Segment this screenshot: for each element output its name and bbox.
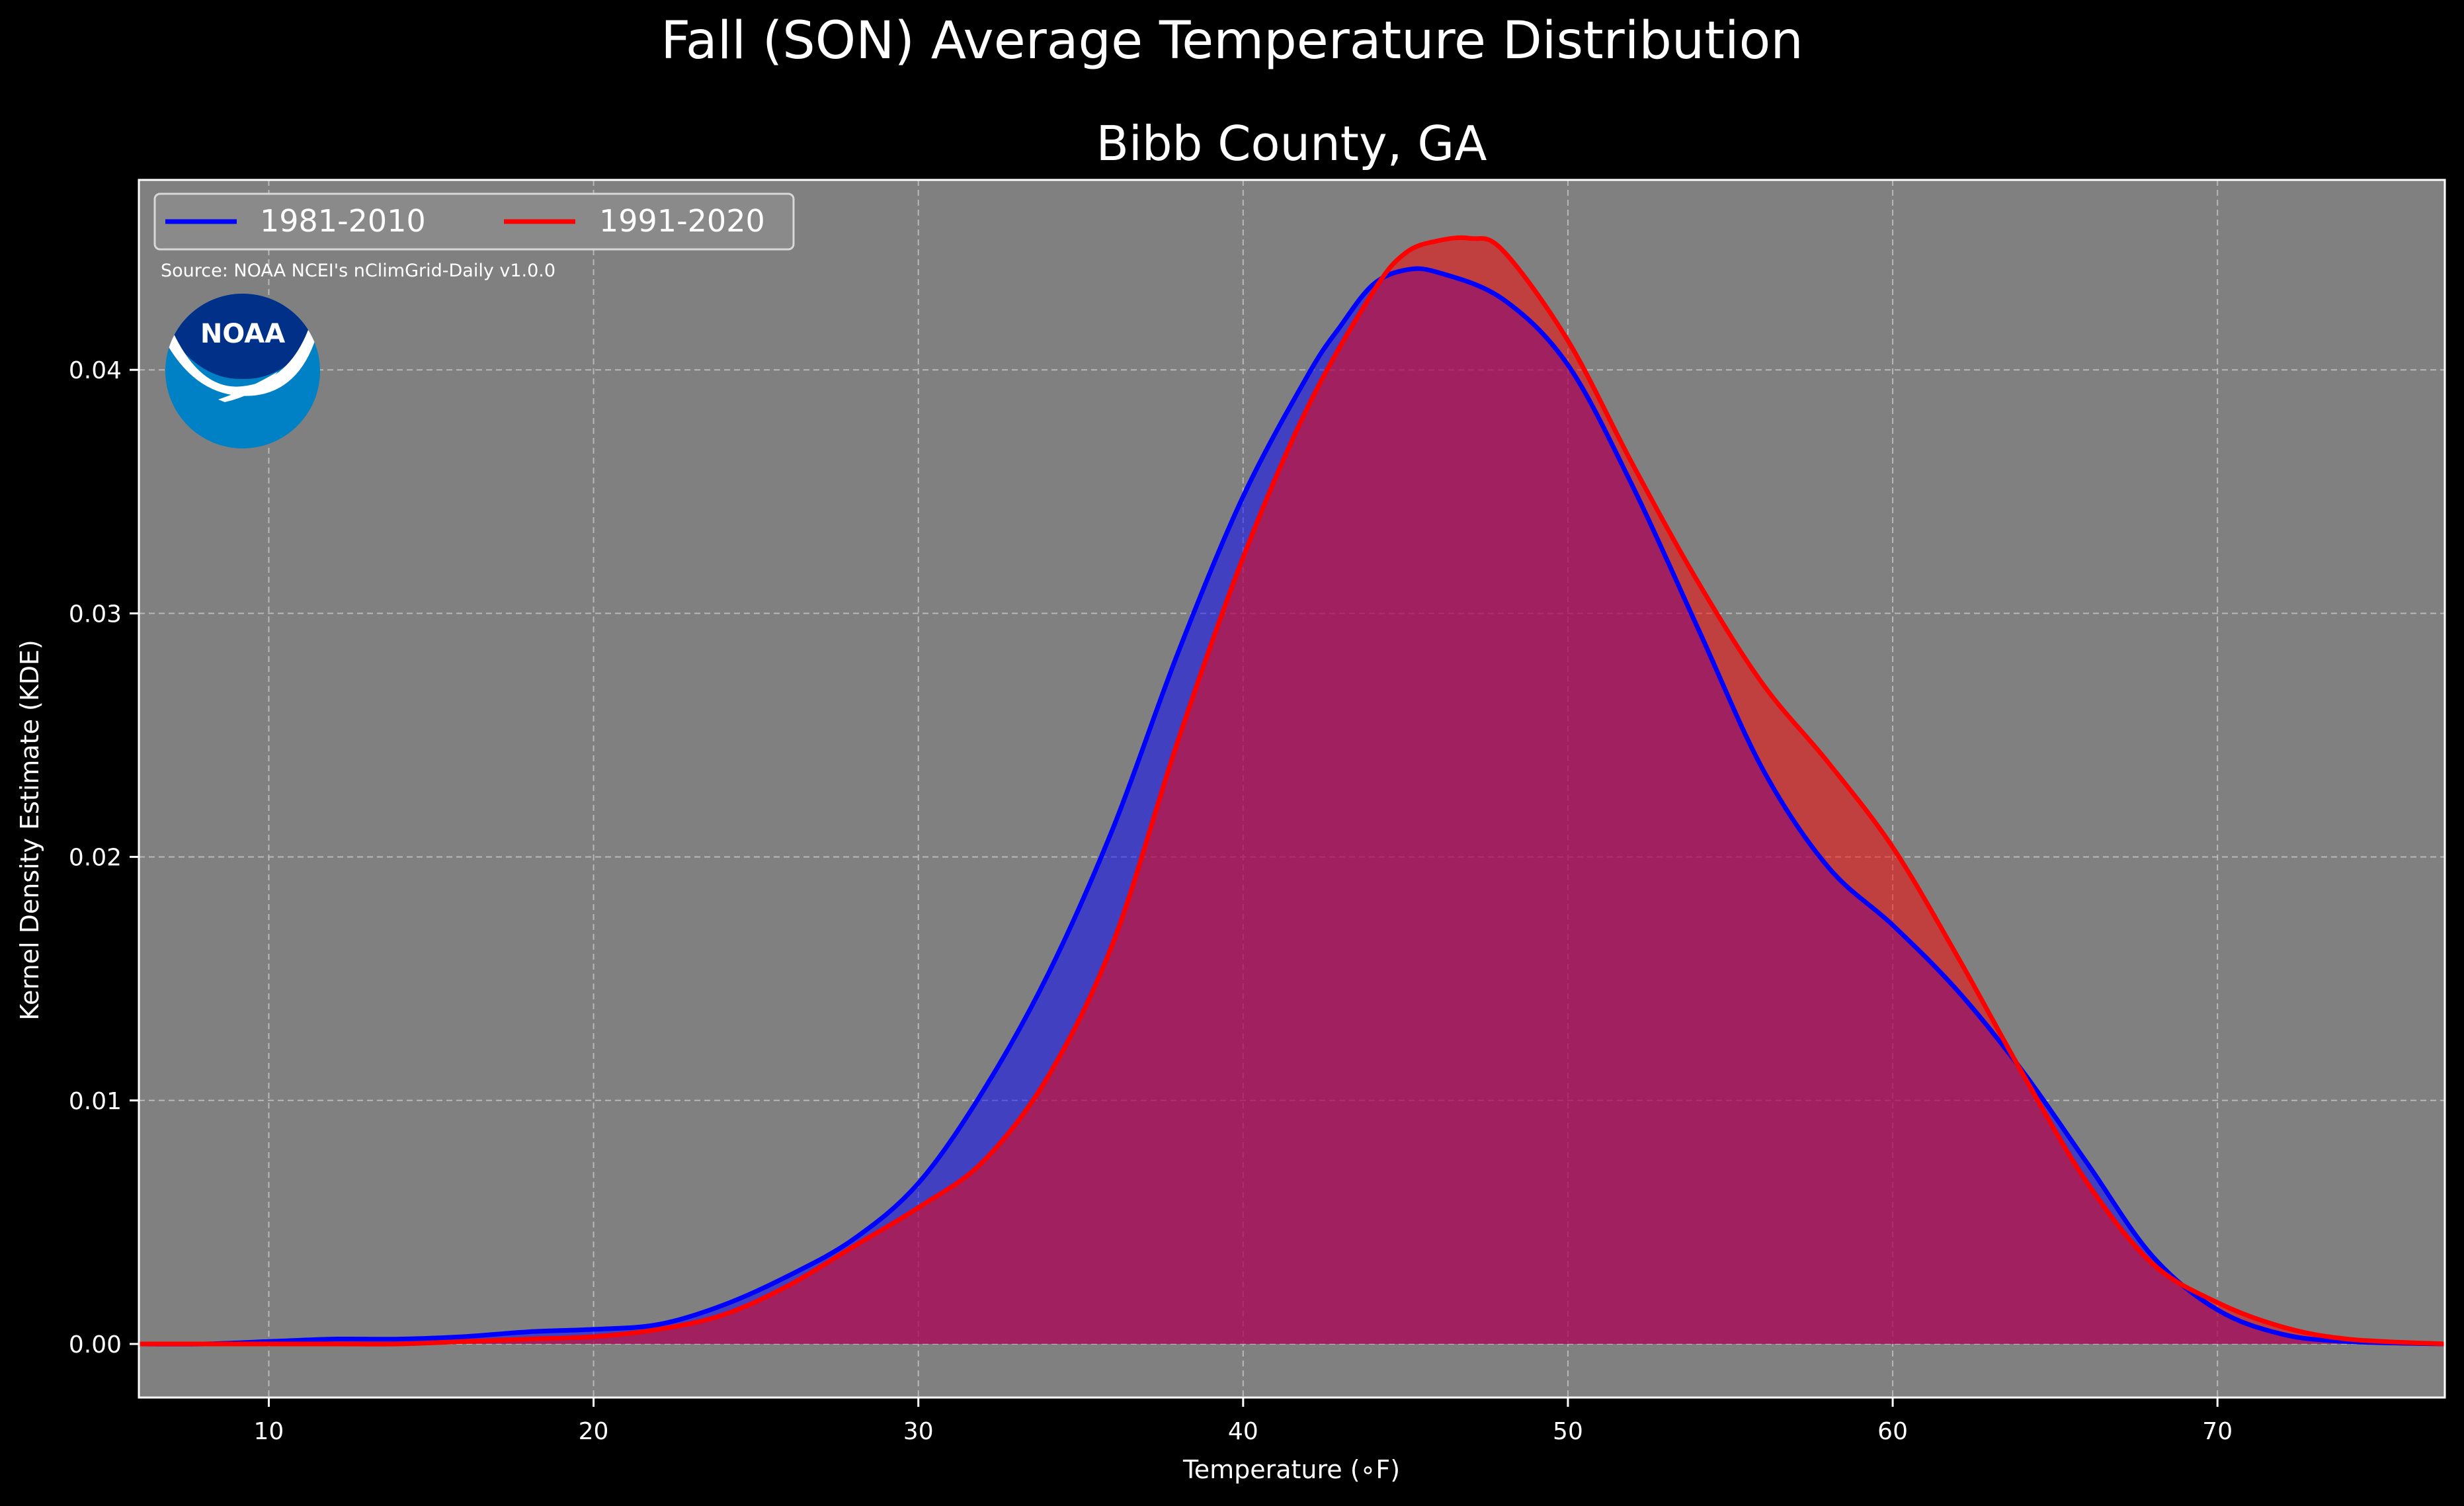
chart-subtitle: Bibb County, GA — [1096, 116, 1487, 171]
legend: 1981-2010 1991-2020 — [153, 192, 795, 251]
x-tick-label-3: 40 — [1228, 1418, 1258, 1445]
y-axis-label: Kernel Density Estimate (KDE) — [15, 640, 44, 1021]
noaa-logo-text: NOAA — [200, 319, 285, 349]
x-tick-label-0: 10 — [254, 1418, 284, 1445]
y-tick-label-4: 0.04 — [69, 357, 122, 384]
legend-box — [153, 192, 795, 251]
source-note: Source: NOAA NCEI's nClimGrid-Daily v1.0… — [161, 261, 555, 281]
y-tick-label-3: 0.03 — [69, 601, 122, 628]
chart-title: Fall (SON) Average Temperature Distribut… — [661, 11, 1803, 71]
x-tick-label-5: 60 — [1877, 1418, 1908, 1445]
plot-frame — [138, 179, 2446, 1399]
x-tick-label-6: 70 — [2202, 1418, 2233, 1445]
series-line-1991-2020 — [139, 235, 2445, 1347]
series-fill-1991-2020 — [139, 237, 2445, 1345]
x-axis: 10 20 30 40 50 60 70 — [254, 1398, 2233, 1445]
y-tick-label-0: 0.00 — [69, 1331, 122, 1359]
y-tick-label-1: 0.01 — [69, 1088, 122, 1115]
legend-label-1981-2010: 1981-2010 — [260, 203, 426, 239]
x-tick-label-2: 30 — [903, 1418, 934, 1445]
y-tick-label-2: 0.02 — [69, 845, 122, 872]
x-tick-label-1: 20 — [579, 1418, 609, 1445]
series-lines — [138, 235, 2445, 1347]
y-axis: 0.00 0.01 0.02 0.03 0.04 — [69, 357, 139, 1359]
x-axis-label: Temperature (∘F) — [1182, 1455, 1400, 1484]
legend-label-1991-2020: 1991-2020 — [599, 203, 765, 239]
x-tick-label-4: 50 — [1553, 1418, 1583, 1445]
series-fills — [139, 237, 2445, 1345]
